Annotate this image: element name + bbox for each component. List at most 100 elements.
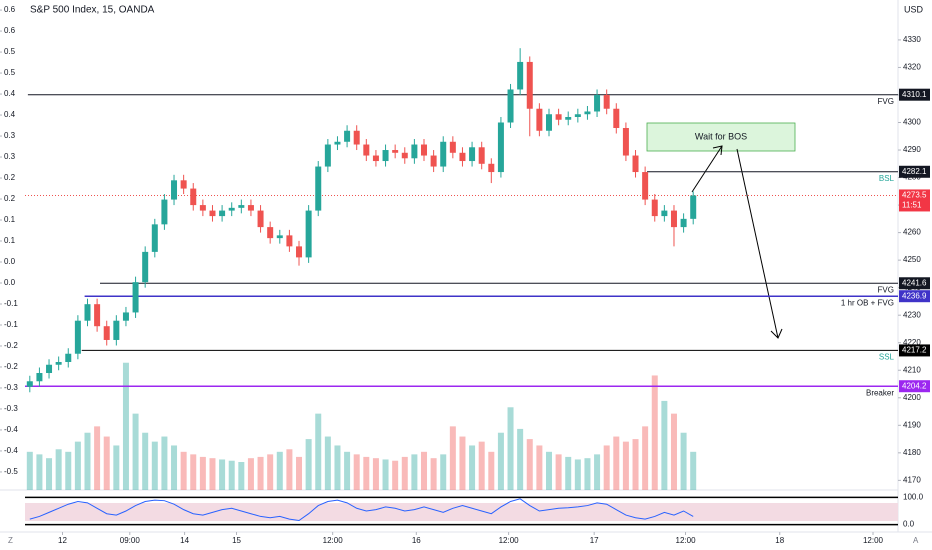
candle-body (142, 251, 149, 283)
y2-tick-label: -0.4 (4, 425, 18, 434)
volume-bar (497, 432, 504, 490)
level-price: 4282.1 (902, 167, 927, 176)
last-price-box (899, 189, 930, 212)
candle-body (430, 155, 437, 167)
volume-bar (353, 454, 360, 490)
arrow-down (736, 148, 779, 339)
volume-bar (440, 454, 447, 490)
volume-bar (478, 441, 485, 490)
x-tick-label: 12:00 (676, 536, 697, 545)
candle-body (171, 180, 178, 200)
candle-body (334, 141, 341, 145)
volume-bar (315, 413, 322, 490)
candle-body (497, 122, 504, 173)
volume-bar (74, 441, 81, 490)
volume-bar (334, 445, 341, 490)
candle-body (507, 89, 514, 123)
volume-bar (36, 454, 43, 490)
candle-body (26, 381, 33, 387)
candle-body (180, 180, 187, 189)
volume-bar (574, 459, 581, 490)
volume-bar (190, 454, 197, 490)
candle-body (565, 116, 572, 120)
oscillator-band (25, 503, 898, 521)
auto-scale[interactable]: A (913, 536, 919, 545)
candle-body (324, 144, 331, 167)
candle-body (488, 163, 495, 173)
y2-tick-label: 0.6 (4, 26, 16, 35)
volume-bar (469, 445, 476, 490)
level-price: 4310.1 (902, 90, 927, 99)
volume-bar (449, 426, 456, 490)
x-tick-label: 14 (180, 536, 189, 545)
volume-bar (421, 451, 428, 490)
volume-bar (209, 458, 216, 490)
candle-body (613, 108, 620, 129)
candle-body (209, 210, 216, 217)
candle-body (286, 235, 293, 247)
y-tick-label: 4260 (903, 228, 921, 237)
y-tick-label: 4330 (903, 35, 921, 44)
volume-bar (382, 459, 389, 490)
candle-body (276, 235, 283, 239)
y-tick-label: 4220 (903, 338, 921, 347)
volume-bar (65, 451, 72, 490)
candle-body (84, 304, 91, 321)
candle-body (103, 326, 110, 340)
candle-body (392, 150, 399, 153)
volume-bar (363, 456, 370, 490)
x-tick-label: 12 (58, 536, 67, 545)
candle-body (372, 155, 379, 162)
volume-bar (180, 451, 187, 490)
candle-body (690, 195, 697, 219)
volume-bar (296, 456, 303, 490)
volume-bar (372, 458, 379, 490)
chart-title: S&P 500 Index, 15, OANDA (30, 5, 155, 16)
x-tick-label: 16 (412, 536, 421, 545)
last-price: 4273.5 (902, 191, 927, 200)
y2-tick-label: 0.5 (4, 47, 16, 56)
candle-body (536, 108, 543, 131)
volume-bar (622, 441, 629, 490)
volume-bar (651, 375, 658, 490)
volume-bar (594, 454, 601, 490)
volume-bar (526, 439, 533, 490)
y2-tick-label: 0.4 (4, 89, 16, 98)
volume-bar (84, 432, 91, 490)
candle-body (574, 114, 581, 117)
candle-body (122, 312, 129, 321)
y2-tick-label: 0.2 (4, 194, 16, 203)
y-tick-label: 4210 (903, 365, 921, 374)
level-name: 1 hr OB + FVG (841, 298, 894, 307)
y2-tick-label: 0.0 (4, 257, 16, 266)
level-price-box (899, 88, 930, 101)
volume-bar (603, 445, 610, 490)
candle-body (55, 361, 62, 365)
volume-bar (286, 449, 293, 490)
zoom-icon[interactable]: Z (8, 536, 13, 545)
y-tick-label: 4200 (903, 393, 921, 402)
currency: USD (904, 4, 924, 14)
volume-bar (632, 439, 639, 490)
level-name: FVG (878, 97, 894, 106)
volume-bar (488, 451, 495, 490)
volume-bar (584, 458, 591, 490)
candle-body (353, 130, 360, 145)
volume-bar (690, 451, 697, 490)
candle-body (257, 210, 264, 228)
volume-bar (401, 456, 408, 490)
volume-bar (344, 451, 351, 490)
y2-tick-label: 0.1 (4, 236, 16, 245)
y2-tick-label: 0.5 (4, 68, 16, 77)
candle-body (651, 199, 658, 217)
candle-body (680, 218, 687, 228)
arrow-head (712, 145, 723, 156)
candle-body (132, 282, 139, 313)
y-tick-label: 4300 (903, 118, 921, 127)
y2-tick-label: -0.1 (4, 320, 18, 329)
candle-body (545, 114, 552, 131)
candle-body (670, 210, 677, 228)
volume-bar (613, 436, 620, 490)
candle-body (363, 144, 370, 156)
